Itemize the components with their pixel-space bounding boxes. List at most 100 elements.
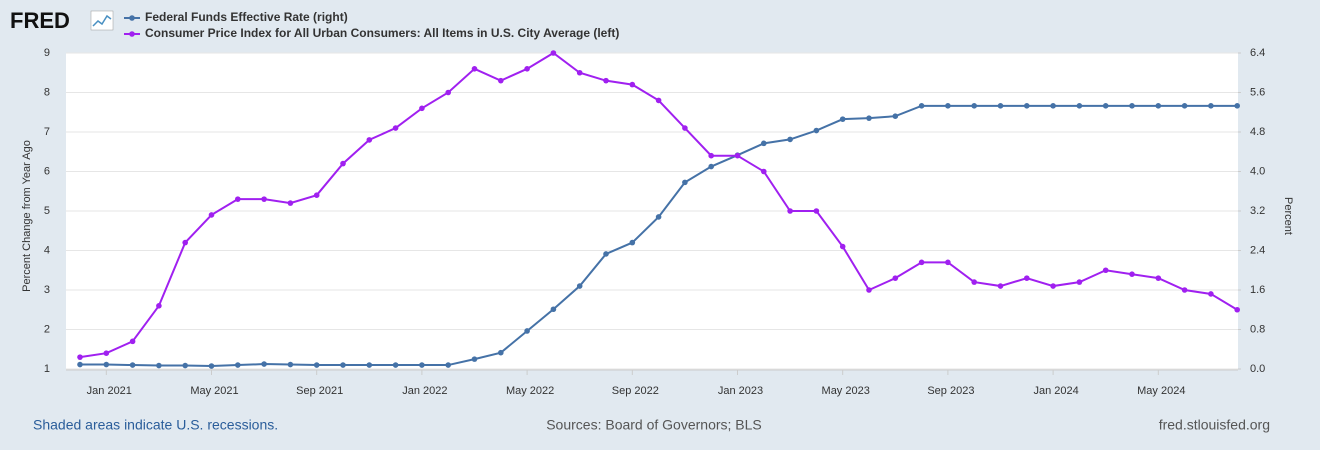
data-point — [419, 105, 425, 112]
y2-tick-label: 2.4 — [1250, 244, 1265, 256]
data-point — [629, 81, 636, 88]
data-point — [156, 362, 162, 369]
data-point — [103, 361, 110, 368]
y-tick-label: 2 — [44, 323, 50, 335]
data-point — [550, 306, 557, 313]
data-point — [524, 66, 530, 72]
data-point — [208, 212, 215, 218]
y2-axis-label: Percent — [1282, 197, 1294, 235]
x-tick-label: Jan 2021 — [87, 385, 132, 397]
x-tick-label: Sep 2023 — [927, 385, 974, 397]
data-point — [77, 354, 83, 360]
y-tick-label: 5 — [44, 205, 50, 217]
data-point — [77, 361, 83, 368]
data-point — [839, 243, 846, 250]
recession-note[interactable]: Shaded areas indicate U.S. recessions. — [33, 417, 278, 433]
legend-label: Consumer Price Index for All Urban Consu… — [145, 26, 619, 40]
legend-marker — [129, 31, 135, 37]
data-point — [603, 251, 609, 257]
y-tick-label: 6 — [44, 165, 50, 177]
data-point — [235, 196, 241, 202]
x-tick-label: May 2024 — [1137, 385, 1185, 397]
data-point — [1155, 103, 1162, 109]
data-point — [287, 361, 294, 368]
data-point — [340, 160, 346, 167]
data-point — [1234, 103, 1240, 109]
y2-tick-label: 0.8 — [1250, 323, 1265, 335]
data-point — [761, 140, 767, 147]
data-point — [498, 349, 504, 356]
data-point — [682, 179, 688, 186]
data-point — [1208, 103, 1214, 109]
data-point — [1129, 103, 1135, 109]
y2-tick-label: 6.4 — [1250, 47, 1265, 59]
x-tick-label: May 2023 — [822, 385, 870, 397]
data-point — [366, 362, 373, 368]
data-point — [1076, 103, 1083, 109]
logo-icon — [90, 10, 114, 31]
data-point — [576, 283, 583, 289]
data-point — [1024, 275, 1030, 281]
y-tick-label: 8 — [44, 86, 50, 98]
y-tick-label: 4 — [44, 244, 50, 256]
x-tick-label: May 2022 — [506, 385, 554, 397]
data-point — [1208, 291, 1214, 297]
y2-tick-label: 3.2 — [1250, 205, 1265, 217]
y-tick-label: 9 — [44, 47, 50, 59]
x-tick-label: May 2021 — [190, 385, 238, 397]
legend-marker — [129, 15, 135, 21]
y2-tick-label: 1.6 — [1250, 284, 1265, 296]
data-point — [1076, 279, 1083, 285]
data-point — [918, 259, 925, 266]
legend-label: Federal Funds Effective Rate (right) — [145, 10, 348, 24]
data-point — [997, 103, 1004, 109]
data-point — [313, 362, 320, 368]
data-point — [682, 125, 688, 131]
data-point — [787, 136, 793, 143]
data-point — [445, 362, 452, 368]
y2-tick-label: 4.8 — [1250, 126, 1265, 138]
data-point — [892, 113, 899, 119]
y2-tick-label: 5.6 — [1250, 86, 1265, 98]
data-point — [1181, 103, 1188, 109]
data-point — [524, 328, 530, 334]
data-point — [1102, 103, 1109, 109]
data-point — [866, 115, 872, 121]
data-point — [971, 279, 977, 285]
data-point — [182, 362, 188, 369]
data-point — [261, 361, 267, 367]
data-point — [1181, 287, 1188, 293]
data-point — [1050, 283, 1056, 289]
y-tick-label: 1 — [44, 363, 50, 375]
data-point — [392, 362, 399, 368]
data-point — [945, 259, 951, 266]
data-point — [866, 287, 872, 293]
data-point — [1024, 103, 1030, 109]
data-point — [971, 103, 977, 109]
data-point — [366, 137, 373, 143]
x-tick-label: Sep 2022 — [612, 385, 659, 397]
data-point — [182, 239, 188, 246]
data-point — [655, 97, 662, 104]
x-tick-label: Jan 2023 — [718, 385, 763, 397]
x-tick-label: Sep 2021 — [296, 385, 343, 397]
data-point — [340, 362, 346, 368]
y-tick-label: 3 — [44, 284, 50, 296]
data-point — [550, 50, 557, 56]
site-link[interactable]: fred.stlouisfed.org — [1159, 417, 1270, 433]
data-point — [471, 356, 478, 362]
data-point — [918, 103, 925, 109]
y2-tick-label: 4.0 — [1250, 165, 1265, 177]
data-point — [839, 116, 846, 122]
y2-tick-label: 0.0 — [1250, 363, 1265, 375]
data-point — [498, 77, 504, 84]
logo: FRED — [10, 8, 70, 33]
data-point — [603, 77, 609, 84]
data-point — [708, 163, 714, 170]
data-point — [576, 69, 583, 76]
data-point — [892, 275, 899, 281]
data-point — [813, 127, 820, 134]
data-point — [708, 152, 714, 159]
data-point — [1155, 275, 1162, 281]
